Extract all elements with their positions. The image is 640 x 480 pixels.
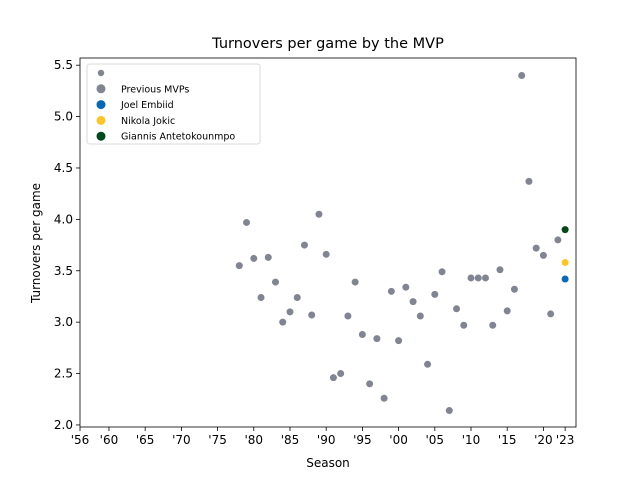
x-tick-label: '56 <box>71 433 90 447</box>
data-point <box>525 177 533 185</box>
x-tick-label: '85 <box>281 433 300 447</box>
data-point <box>351 278 359 286</box>
plot-frame <box>79 57 577 428</box>
data-point <box>337 370 345 378</box>
data-point <box>409 298 417 306</box>
legend-label: Previous MVPs <box>121 84 189 95</box>
legend-label: Joel Embiid <box>120 100 174 111</box>
data-point <box>424 360 432 368</box>
legend-marker <box>96 115 106 125</box>
chart-title: Turnovers per game by the MVP <box>211 36 444 52</box>
x-tick-label: '60 <box>100 433 119 447</box>
data-point <box>474 274 482 282</box>
data-point <box>344 312 352 320</box>
y-tick-label: 2.5 <box>54 367 73 381</box>
data-point <box>445 407 453 415</box>
x-axis: '56 '60 '65 '70 '75 '80 '85 '90 '95 '00 '05 '10 '15 '… <box>71 427 575 447</box>
y-tick-label: 2.0 <box>54 418 73 432</box>
data-point <box>286 308 294 316</box>
legend-box <box>86 63 261 145</box>
y-tick-label: 4.5 <box>54 161 73 175</box>
y-tick-label: 3.5 <box>54 264 73 278</box>
data-point <box>329 374 337 382</box>
data-point <box>489 321 497 329</box>
data-point <box>460 321 468 329</box>
x-tick-label: '65 <box>136 433 155 447</box>
data-point <box>510 285 518 293</box>
x-tick-label: '00 <box>389 433 408 447</box>
data-point <box>264 253 272 261</box>
data-point <box>547 310 555 318</box>
data-point <box>300 241 308 249</box>
x-tick-label: '70 <box>172 433 191 447</box>
x-tick-label: '75 <box>208 433 227 447</box>
data-point <box>279 318 287 326</box>
legend-marker <box>96 131 106 141</box>
data-point <box>539 251 547 259</box>
data-point <box>366 380 374 388</box>
x-tick-label: '10 <box>462 433 481 447</box>
data-point <box>431 290 439 298</box>
legend-label: Giannis Antetokounmpo <box>121 132 235 143</box>
data-point <box>308 311 316 319</box>
data-point <box>257 293 265 301</box>
data-point <box>438 268 446 276</box>
legend-marker <box>96 100 106 110</box>
x-tick-label: '95 <box>353 433 372 447</box>
y-tick-label: 4.0 <box>54 212 73 226</box>
data-point <box>250 254 258 262</box>
plot-area <box>79 57 577 428</box>
data-point <box>373 335 381 343</box>
x-tick-label: '15 <box>498 433 517 447</box>
data-point <box>243 218 251 226</box>
data-point <box>315 210 323 218</box>
data-point <box>554 236 562 244</box>
data-point <box>235 262 243 270</box>
x-tick-label: '20 <box>534 433 553 447</box>
data-point <box>467 274 475 282</box>
data-point <box>453 305 461 313</box>
points-layer <box>235 71 569 415</box>
data-point <box>387 287 395 295</box>
legend: Previous MVPs Joel Embiid Nikola Jokic Gian… <box>86 63 261 145</box>
data-point <box>395 337 403 345</box>
x-tick-label: '90 <box>317 433 336 447</box>
y-tick-label: 3.0 <box>54 315 73 329</box>
x-axis-title: Season <box>306 456 350 470</box>
data-point <box>518 71 526 79</box>
data-point <box>503 307 511 315</box>
x-tick-label: '80 <box>244 433 263 447</box>
data-point <box>293 293 301 301</box>
legend-marker <box>96 84 106 94</box>
legend-marker <box>97 69 105 77</box>
data-point <box>561 259 569 267</box>
y-axis: 2.0 2.5 3.0 3.5 4.0 4.5 5.0 5.5 <box>54 58 80 432</box>
legend-label: Nikola Jokic <box>121 116 175 127</box>
data-point <box>496 266 504 274</box>
x-tick-label: '05 <box>426 433 445 447</box>
data-point <box>380 394 388 402</box>
data-point <box>532 244 540 252</box>
x-tick-label: '23 <box>556 433 575 447</box>
data-point <box>416 312 424 320</box>
data-point <box>561 275 569 283</box>
data-point <box>402 283 410 291</box>
data-point <box>358 330 366 338</box>
data-point <box>322 250 330 258</box>
data-point <box>481 274 489 282</box>
y-tick-label: 5.5 <box>54 58 73 72</box>
y-tick-label: 5.0 <box>54 110 73 124</box>
data-point <box>561 226 569 234</box>
y-axis-title: Turnovers per game <box>29 183 43 304</box>
data-point <box>272 278 280 286</box>
